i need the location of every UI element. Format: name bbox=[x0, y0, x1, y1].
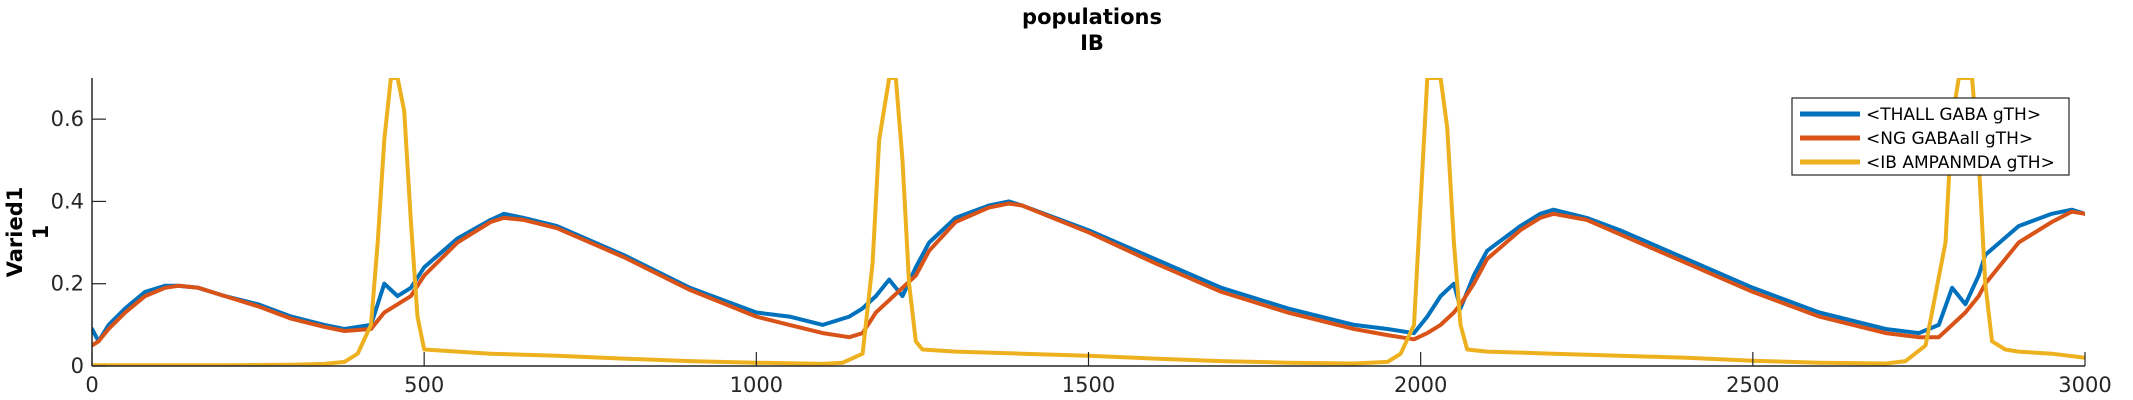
plot-area bbox=[92, 78, 2085, 366]
y-tick-label: 0.4 bbox=[51, 189, 84, 213]
x-tick-label: 3000 bbox=[2058, 373, 2111, 397]
legend-label-ng: <NG GABAall gTH> bbox=[1866, 129, 2033, 149]
x-tick-label: 2500 bbox=[1726, 373, 1779, 397]
y-axis-label-line-1: Varied1 bbox=[3, 187, 27, 278]
x-tick-label: 1000 bbox=[730, 373, 783, 397]
x-tick-label: 1500 bbox=[1062, 373, 1115, 397]
axes: 0 500 1000 1500 2000 2500 3000 0 0.2 0.4 0.6 bbox=[51, 78, 2112, 397]
x-tick-label: 500 bbox=[404, 373, 444, 397]
y-tick-label: 0.6 bbox=[51, 107, 84, 131]
series-line-ng bbox=[92, 201, 2085, 348]
plot-background bbox=[92, 78, 2085, 366]
series-group bbox=[92, 78, 2085, 366]
chart-title-line-2: IB bbox=[1080, 31, 1104, 55]
y-axis-label-line-2: 1 bbox=[29, 225, 53, 240]
legend-label-ib: <IB AMPANMDA gTH> bbox=[1866, 153, 2055, 173]
chart-title-line-1: populations bbox=[1022, 5, 1162, 29]
legend: <THALL GABA gTH> <NG GABAall gTH> <IB AM… bbox=[1791, 97, 2070, 176]
series-line-ib bbox=[92, 78, 2085, 366]
y-tick-label: 0.2 bbox=[51, 272, 84, 296]
y-tick-label: 0 bbox=[71, 354, 84, 378]
x-tick-label: 0 bbox=[85, 373, 98, 397]
legend-label-thall: <THALL GABA gTH> bbox=[1866, 105, 2041, 125]
y-ticks: 0 0.2 0.4 0.6 bbox=[51, 107, 106, 378]
x-tick-label: 2000 bbox=[1394, 373, 1447, 397]
x-ticks: 0 500 1000 1500 2000 2500 3000 bbox=[85, 352, 2112, 397]
